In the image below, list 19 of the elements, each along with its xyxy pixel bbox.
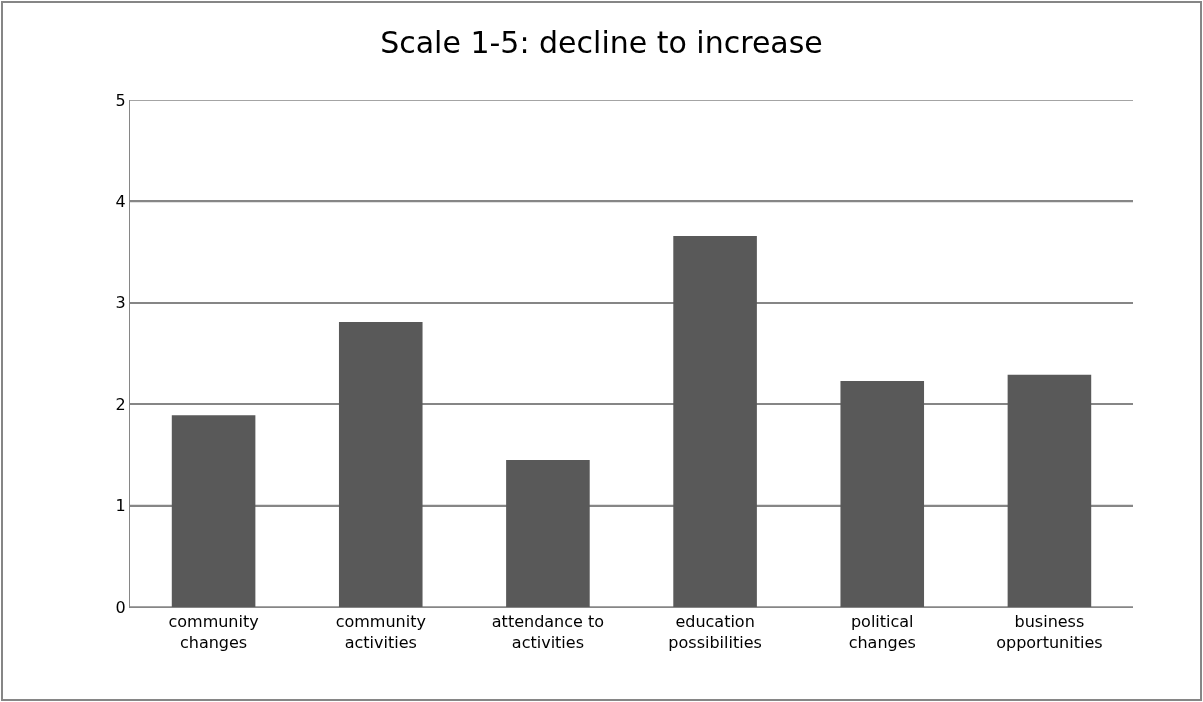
bar [338, 322, 423, 607]
bar [506, 459, 590, 607]
x-tick-label: political changes [848, 612, 916, 652]
y-tick-label: 1 [115, 496, 126, 516]
x-tick-label: education possibilities [668, 612, 762, 652]
x-tick-label: community changes [168, 612, 259, 652]
y-tick-label: 2 [115, 394, 126, 414]
y-tick-label: 4 [115, 192, 126, 211]
bar [171, 415, 256, 607]
x-tick-label: attendance to activities [491, 612, 605, 652]
y-tick-label: 3 [115, 293, 126, 313]
y-tick-label: 5 [115, 90, 126, 110]
bar [1007, 374, 1092, 607]
chart-title: Scale 1-5: decline to increase [380, 24, 823, 60]
bar [673, 235, 757, 607]
bar [840, 380, 925, 607]
x-tick-label: community activities [335, 612, 426, 652]
x-tick-label: business opportunities [996, 612, 1103, 652]
y-tick-label: 0 [115, 597, 126, 617]
